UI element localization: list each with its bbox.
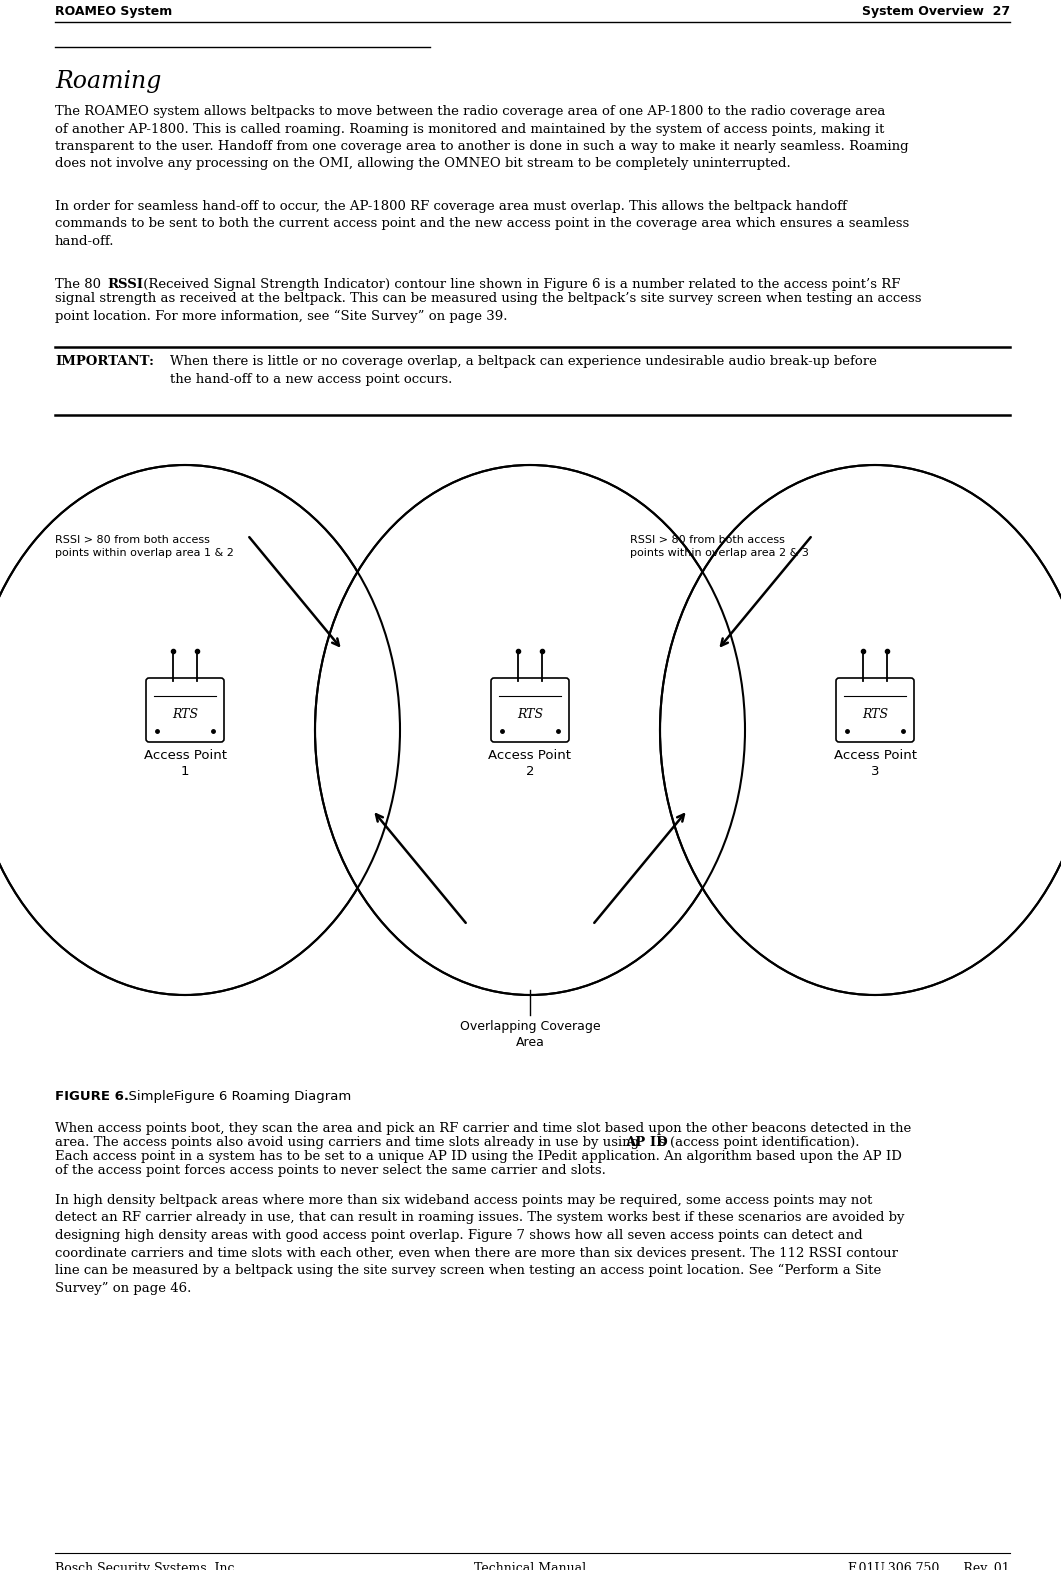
Text: Roaming: Roaming xyxy=(55,71,161,93)
Text: RTS: RTS xyxy=(172,708,198,722)
Text: RSSI > 80 from both access
points within overlap area 1 & 2: RSSI > 80 from both access points within… xyxy=(55,535,233,557)
FancyBboxPatch shape xyxy=(836,678,914,743)
Text: RTS: RTS xyxy=(862,708,888,722)
Text: (Received Signal Strength Indicator) contour line shown in Figure 6 is a number : (Received Signal Strength Indicator) con… xyxy=(139,278,901,290)
FancyBboxPatch shape xyxy=(146,678,224,743)
Text: Each access point in a system has to be set to a unique AP ID using the IPedit a: Each access point in a system has to be … xyxy=(55,1149,902,1163)
Text: RSSI: RSSI xyxy=(107,278,143,290)
Text: SimpleFigure 6 Roaming Diagram: SimpleFigure 6 Roaming Diagram xyxy=(120,1090,351,1104)
Text: F.01U.306.750      Rev. 01: F.01U.306.750 Rev. 01 xyxy=(848,1562,1010,1570)
Polygon shape xyxy=(660,571,745,889)
FancyBboxPatch shape xyxy=(491,678,569,743)
Ellipse shape xyxy=(315,465,745,995)
Polygon shape xyxy=(315,571,400,889)
Text: Access Point
3: Access Point 3 xyxy=(834,749,917,779)
Text: System Overview  27: System Overview 27 xyxy=(862,5,1010,17)
Text: When there is little or no coverage overlap, a beltpack can experience undesirab: When there is little or no coverage over… xyxy=(170,355,876,386)
Text: FIGURE 6.: FIGURE 6. xyxy=(55,1090,129,1104)
Text: The 80: The 80 xyxy=(55,278,105,290)
Ellipse shape xyxy=(0,465,400,995)
Text: RTS: RTS xyxy=(517,708,543,722)
Text: Access Point
2: Access Point 2 xyxy=(488,749,572,779)
Ellipse shape xyxy=(660,465,1061,995)
Text: When access points boot, they scan the area and pick an RF carrier and time slot: When access points boot, they scan the a… xyxy=(55,1123,911,1135)
Text: ROAMEO System: ROAMEO System xyxy=(55,5,172,17)
Text: In order for seamless hand-off to occur, the AP-1800 RF coverage area must overl: In order for seamless hand-off to occur,… xyxy=(55,199,909,248)
Text: Technical Manual: Technical Manual xyxy=(474,1562,586,1570)
Text: of the access point forces access points to never select the same carrier and sl: of the access point forces access points… xyxy=(55,1163,606,1178)
Text: Overlapping Coverage
Area: Overlapping Coverage Area xyxy=(459,1020,601,1049)
Text: Access Point
1: Access Point 1 xyxy=(143,749,226,779)
Text: area. The access points also avoid using carriers and time slots already in use : area. The access points also avoid using… xyxy=(55,1137,643,1149)
Text: Bosch Security Systems, Inc.: Bosch Security Systems, Inc. xyxy=(55,1562,239,1570)
Text: The ROAMEO system allows beltpacks to move between the radio coverage area of on: The ROAMEO system allows beltpacks to mo… xyxy=(55,105,908,171)
Text: In high density beltpack areas where more than six wideband access points may be: In high density beltpack areas where mor… xyxy=(55,1195,904,1295)
Text: IMPORTANT:: IMPORTANT: xyxy=(55,355,154,367)
Text: AP ID: AP ID xyxy=(625,1137,667,1149)
Text: signal strength as received at the beltpack. This can be measured using the belt: signal strength as received at the beltp… xyxy=(55,292,922,323)
Text: s (access point identification).: s (access point identification). xyxy=(659,1137,859,1149)
Text: RSSI > 80 from both access
points within overlap area 2 & 3: RSSI > 80 from both access points within… xyxy=(630,535,808,557)
